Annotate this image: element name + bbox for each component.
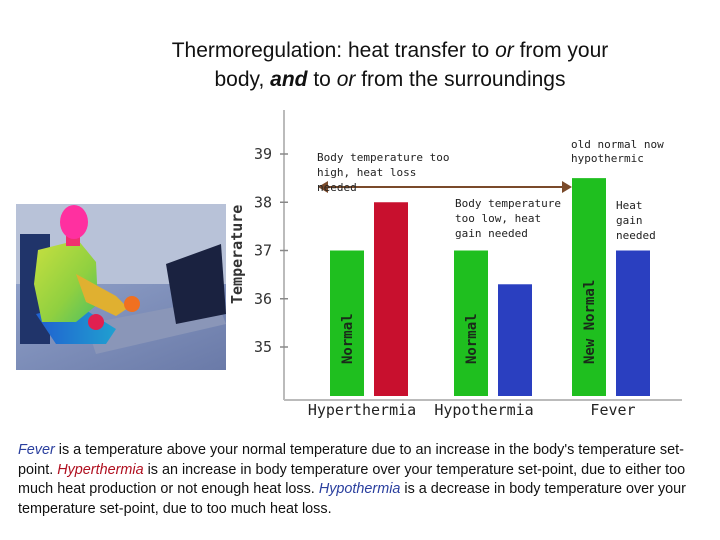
bars — [330, 178, 650, 396]
hypothermia-definition: is a decrease in body temperature over y… — [18, 481, 686, 517]
fever-term: Fever — [18, 442, 55, 458]
hyperthermia-term: Hyperthermia — [57, 461, 144, 478]
hypothermia-term: Hypothermia — [318, 481, 401, 498]
y-tick-label: 35 — [254, 338, 272, 356]
annotation-heat-gain: needed — [616, 229, 656, 242]
group-labels: Hyperthermia Hypothermia Fever — [308, 401, 636, 419]
bar-labels: Normal Normal New Normal — [340, 280, 598, 364]
title-line-1: Thermoregulation: heat transfer to or fr… — [60, 36, 720, 65]
caption: Fever is a temperature above your normal… — [18, 441, 708, 519]
annotations: Body temperature too high, heat loss neede… — [317, 138, 664, 242]
page-title: Thermoregulation: heat transfer to or fr… — [60, 36, 720, 94]
y-axis-label: Temperature — [228, 205, 246, 304]
annotation-hypothermia: too low, heat — [455, 212, 541, 225]
annotation-heat-gain: Heat — [616, 199, 643, 212]
y-tick-label: 36 — [254, 290, 272, 308]
y-ticks: 39 38 37 36 35 — [254, 145, 288, 356]
annotation-old-normal: hypothermic — [571, 152, 644, 165]
temperature-chart: Temperature 39 38 37 36 35 Normal Normal New N… — [228, 110, 682, 419]
title-text: body, — [214, 68, 271, 91]
title-line-2: body, and to or from the surroundings — [60, 65, 720, 94]
annotation-hyperthermia: high, heat loss — [317, 166, 416, 179]
title-text: to — [307, 68, 337, 91]
y-tick-label: 39 — [254, 145, 272, 163]
title-and: and — [270, 68, 308, 91]
bar — [330, 250, 364, 396]
annotation-hypothermia: gain needed — [455, 227, 528, 240]
fever-definition: is a temperature above your normal tempe… — [18, 442, 684, 478]
bar-label: New Normal — [582, 280, 598, 364]
group-label: Fever — [590, 401, 635, 419]
title-text: Thermoregulation: heat transfer to — [171, 39, 496, 62]
annotation-hyperthermia: needed — [317, 181, 357, 194]
bar — [454, 250, 488, 396]
y-tick-label: 37 — [254, 242, 272, 260]
bar — [616, 250, 650, 396]
title-or: or — [336, 68, 356, 91]
bar-label: Normal — [464, 313, 480, 364]
title-text: from the surroundings — [355, 68, 566, 91]
double-arrow — [318, 181, 572, 193]
bar-label: Normal — [340, 313, 356, 364]
y-tick-label: 38 — [254, 193, 272, 211]
hyperthermia-definition: is an increase in body temperature over … — [18, 461, 686, 498]
bar — [572, 178, 606, 396]
annotation-hyperthermia: Body temperature too — [317, 151, 449, 164]
bar — [374, 202, 408, 396]
bar — [498, 284, 532, 396]
group-label: Hyperthermia — [308, 401, 416, 419]
title-text: from your — [513, 39, 609, 62]
annotation-heat-gain: gain — [616, 214, 643, 227]
annotation-hypothermia: Body temperature — [455, 197, 561, 210]
thermal-person-image — [16, 204, 226, 370]
annotation-old-normal: old normal now — [571, 138, 664, 151]
group-label: Hypothermia — [434, 401, 533, 419]
title-or: or — [495, 39, 514, 62]
